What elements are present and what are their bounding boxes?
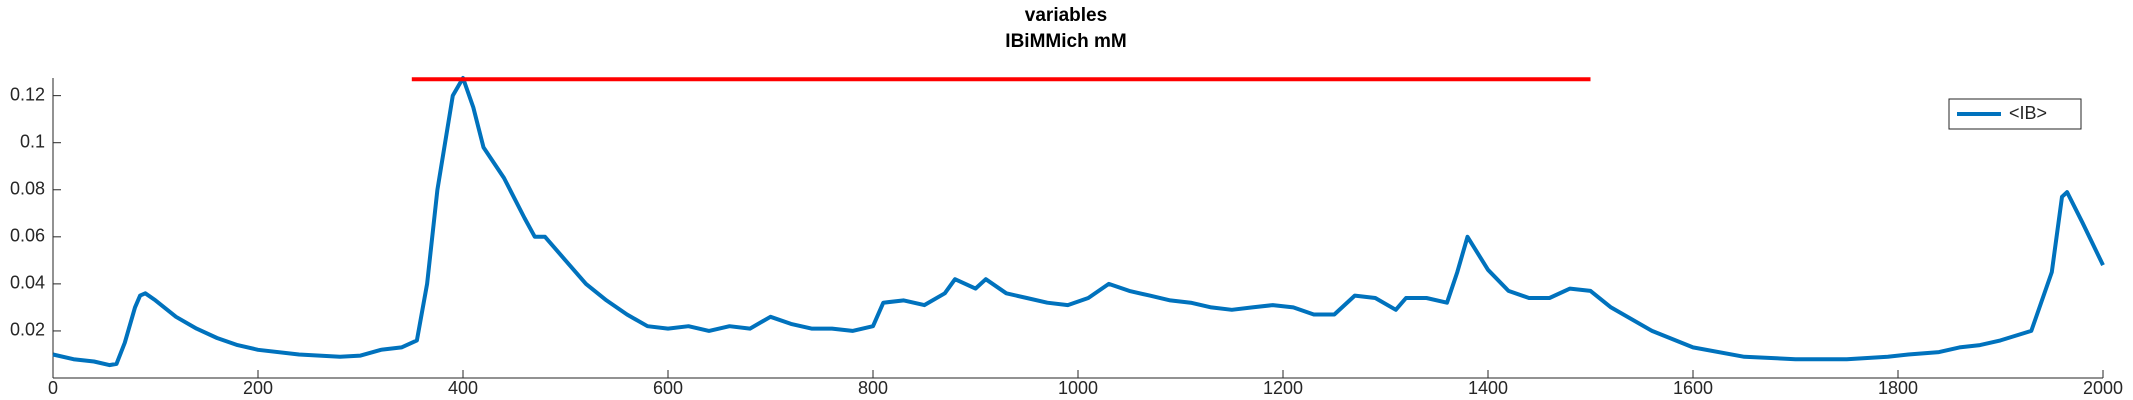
- legend-label: <IB>: [2009, 103, 2047, 123]
- x-tick-label: 400: [448, 378, 478, 398]
- x-tick-label: 600: [653, 378, 683, 398]
- chart-subtitle: IBiMMich mM: [1005, 31, 1126, 52]
- y-tick-label: 0.02: [10, 320, 45, 340]
- x-tick-label: 2000: [2083, 378, 2123, 398]
- y-tick-label: 0.08: [10, 179, 45, 199]
- x-tick-label: 0: [48, 378, 58, 398]
- chart-title: variables: [1025, 5, 1107, 26]
- y-tick-label: 0.04: [10, 273, 45, 293]
- x-tick-label: 1800: [1878, 378, 1918, 398]
- x-tick-label: 1200: [1263, 378, 1303, 398]
- x-tick-label: 1600: [1673, 378, 1713, 398]
- y-tick-label: 0.1: [20, 131, 45, 151]
- x-tick-label: 1000: [1058, 378, 1098, 398]
- x-tick-label: 800: [858, 378, 888, 398]
- x-tick-label: 200: [243, 378, 273, 398]
- line-series: [52, 76, 2105, 368]
- y-tick-label: 0.12: [10, 84, 45, 104]
- y-tick-label: 0.06: [10, 226, 45, 246]
- x-tick-label: 1400: [1468, 378, 1508, 398]
